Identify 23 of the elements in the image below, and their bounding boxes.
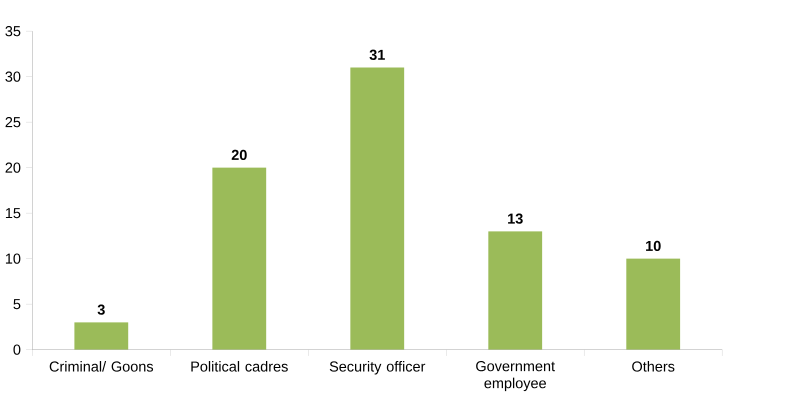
y-tick-label: 30 [5,71,20,82]
data-label: 31 [370,49,385,60]
bar [212,167,266,350]
data-label: 20 [232,150,247,160]
data-label: 13 [508,213,523,224]
y-tick-label: 20 [6,162,20,173]
y-tick-label: 25 [6,116,20,128]
data-label: 3 [98,304,105,315]
y-tick-label: 15 [6,208,20,218]
data-label: 10 [646,240,661,251]
y-tick-label: 10 [6,253,20,264]
x-tick-label: Political cadres [191,360,288,372]
bar [626,258,680,350]
x-tick-label: Security officer [330,360,426,374]
bar [74,322,128,350]
y-tick-label: 5 [13,298,20,310]
bar [350,67,404,350]
x-tick-label: Government employee [476,360,555,391]
bar [488,231,542,350]
y-tick-label: 0 [13,344,20,355]
x-tick-label: Others [632,360,674,372]
x-tick-label: Criminal/ Goons [50,360,154,372]
y-tick-label: 35 [5,26,20,36]
